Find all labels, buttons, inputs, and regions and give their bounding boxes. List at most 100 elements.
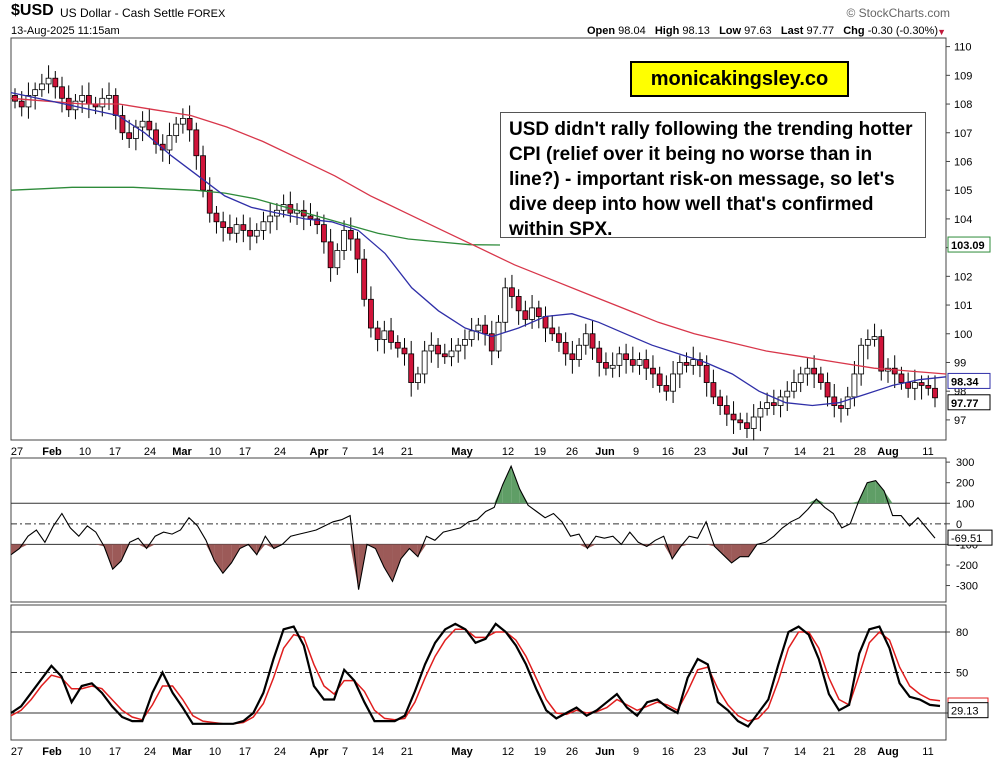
candle-body [797, 373, 804, 383]
candle-body [341, 229, 347, 251]
candle-body [173, 123, 180, 137]
candle-body [676, 362, 683, 375]
candle-body [864, 339, 871, 346]
candle-body [79, 95, 86, 102]
cci-oversold-fill [731, 544, 741, 563]
candle-body [153, 129, 159, 145]
candle-body [495, 321, 502, 352]
cci-oversold-fill [706, 544, 715, 547]
cci-oversold-fill [205, 544, 215, 561]
stoch-value-tag: 29.13 [947, 702, 989, 719]
cci-oversold-fill [392, 544, 401, 582]
x-tick-label: Aug [877, 746, 898, 758]
price-tick-label: 104 [954, 214, 972, 226]
candle-body [441, 353, 448, 358]
candle-body [871, 336, 878, 340]
candle-body [609, 364, 616, 369]
x-tick-label: 26 [566, 746, 578, 758]
candle-body [764, 402, 771, 409]
x-tick-label: Aug [877, 446, 898, 458]
cci-oversold-fill [222, 544, 232, 574]
chart-menu-icon[interactable]: ▼ [937, 27, 946, 37]
cci-oversold-fill [740, 544, 749, 557]
x-tick-label: Feb [42, 446, 62, 458]
cci-value-box [947, 529, 993, 546]
x-tick-label: Feb [42, 746, 62, 758]
candle-body [509, 287, 515, 297]
cci-oversold-fill [680, 544, 690, 547]
candle-body [119, 115, 126, 134]
x-tick-label: 28 [854, 446, 866, 458]
ma-fast-tag-text: 98.34 [951, 376, 979, 388]
candle-body [616, 353, 623, 366]
cci-oversold-fill [400, 544, 410, 559]
cci-oversold-fill [417, 544, 427, 557]
candle-body [327, 241, 334, 269]
candle-body [844, 396, 851, 409]
stoch-d-line [10, 628, 941, 725]
candle-body [549, 327, 556, 335]
candle-body [482, 324, 488, 335]
x-tick-label: 9 [633, 446, 639, 458]
cci-tick-label: 0 [956, 519, 962, 531]
cci-overbought-fill [884, 490, 893, 504]
x-tick-label: 9 [633, 746, 639, 758]
source-credit[interactable]: © StockCharts.com [846, 6, 950, 20]
cci-oversold-fill [409, 544, 418, 557]
candle-body [394, 341, 401, 349]
candle-body [817, 373, 824, 383]
candle-body [556, 333, 562, 343]
candle-body [307, 215, 314, 220]
candle-body [368, 298, 374, 329]
x-tick-label: 10 [79, 446, 91, 458]
candle-body [515, 296, 522, 312]
candle-body [38, 83, 45, 91]
last-price-tag-box [947, 394, 991, 411]
candle-body [529, 307, 535, 320]
candle-body [159, 143, 166, 151]
x-tick-label: Apr [310, 446, 330, 458]
ohlc-readout: Open 98.04 High 98.13 Low 97.63 Last 97.… [586, 25, 938, 37]
price-tick-label: 100 [954, 329, 972, 341]
x-tick-label: May [451, 746, 473, 758]
candle-body [784, 390, 791, 398]
candle-body [240, 224, 247, 231]
x-tick-label: 7 [763, 446, 769, 458]
candle-body [918, 382, 925, 386]
cci-overbought-fill [816, 499, 825, 504]
cci-overbought-fill [511, 466, 520, 504]
x-tick-label: 17 [109, 446, 121, 458]
candle-body [388, 330, 394, 343]
cci-overbought-fill [875, 480, 885, 504]
ma-slow-tag-text: 103.09 [951, 240, 985, 252]
candle-body [858, 344, 865, 375]
candle-body [683, 362, 690, 366]
candle-body [905, 382, 912, 389]
panel-frame-2 [10, 457, 947, 603]
x-tick-label: 23 [694, 746, 706, 758]
ma-slow-tag-box [947, 236, 991, 253]
candle-body [636, 359, 643, 366]
cci-tick-label: 100 [956, 498, 974, 510]
x-tick-label: 21 [401, 446, 413, 458]
candle-body [52, 77, 59, 88]
x-tick-label: 14 [794, 746, 806, 758]
x-tick-label: Mar [172, 746, 192, 758]
candle-body [851, 373, 858, 398]
candle-body [139, 120, 146, 128]
cci-overbought-fill [850, 501, 859, 504]
candle-body [838, 405, 844, 409]
candle-body [401, 347, 408, 355]
candle-body [791, 382, 797, 392]
candle-body [717, 396, 724, 406]
price-tick-label: 109 [954, 70, 972, 82]
candle-body [166, 135, 173, 151]
candle-body [455, 344, 462, 352]
x-tick-label: 17 [239, 446, 251, 458]
cci-oversold-fill [112, 544, 122, 570]
candle-body [744, 422, 750, 429]
x-tick-label: Apr [310, 746, 330, 758]
candle-body [488, 333, 495, 352]
x-tick-label: 11 [922, 446, 933, 458]
